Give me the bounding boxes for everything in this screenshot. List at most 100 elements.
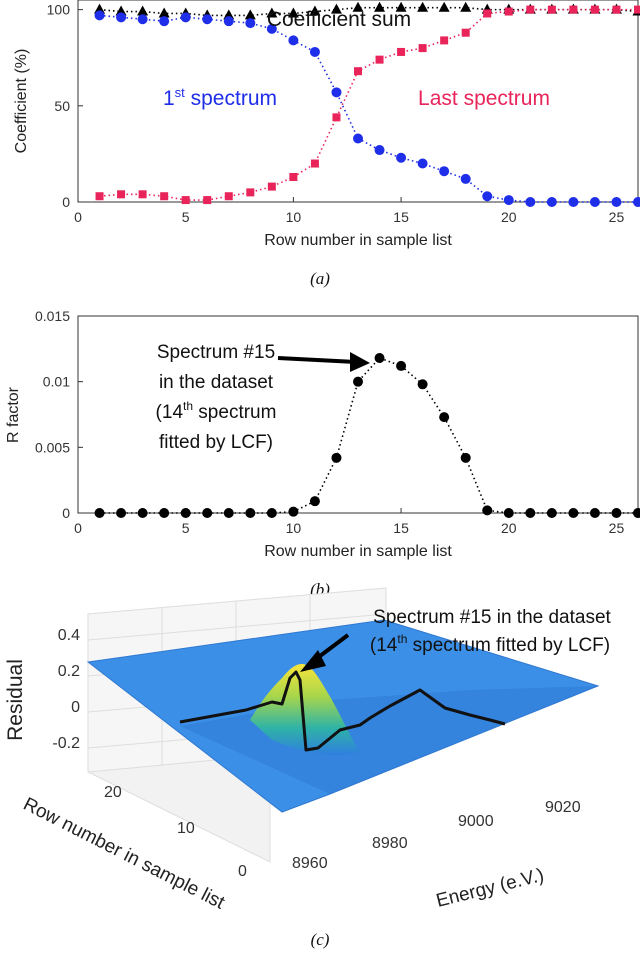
a-point-1st-spectrum	[245, 18, 256, 29]
panel-a-plot-area	[77, 0, 639, 203]
rowtick-1: 10	[177, 820, 195, 837]
a-ytick-label: 50	[54, 98, 70, 114]
b-point-r-factor	[396, 360, 407, 371]
a-point-1st-spectrum	[137, 14, 148, 25]
panel-c-zlabel: Residual	[4, 659, 27, 741]
panel-c-energy-label: Energy (e.V.)	[434, 865, 546, 912]
b-point-r-factor	[309, 496, 320, 507]
etick-0: 8960	[292, 855, 328, 872]
a-point-last-spectrum	[375, 55, 384, 64]
a-point-last-spectrum	[354, 67, 362, 76]
a-point-1st-spectrum	[353, 133, 363, 144]
a-xtick-label: 10	[286, 209, 302, 225]
a-xtick-label: 15	[393, 209, 409, 225]
first-sup: st	[175, 85, 186, 100]
a-point-coefficient-sum	[158, 7, 170, 18]
etick-3: 9020	[545, 799, 581, 816]
ztick-0: 0.4	[58, 627, 80, 644]
ztick-3: -0.2	[52, 735, 80, 752]
a-point-1st-spectrum	[439, 166, 450, 177]
a-point-1st-spectrum	[460, 173, 471, 184]
b-ytick-label: 0.01	[43, 374, 70, 390]
first-rest: spectrum	[185, 87, 277, 110]
a-point-last-spectrum	[418, 44, 427, 53]
a-point-last-spectrum	[310, 159, 319, 168]
b-ytick-label: 0.005	[35, 439, 70, 455]
b-series-line	[99, 357, 638, 514]
anno-line-1: Spectrum #15	[157, 342, 275, 363]
b-point-r-factor	[180, 508, 191, 518]
anno-line-4: fitted by LCF)	[159, 432, 273, 453]
panel-c-energy-ticks: 8960 8980 9000 9020	[292, 799, 581, 872]
panel-b-arrow	[277, 352, 370, 372]
a-point-last-spectrum	[246, 188, 255, 197]
a-point-1st-spectrum	[309, 46, 320, 57]
a-point-1st-spectrum	[94, 10, 105, 21]
a-point-1st-spectrum	[589, 197, 600, 207]
a-point-1st-spectrum	[266, 23, 277, 34]
panel-c-anno-line2: (14th spectrum fitted by LCF)	[370, 632, 610, 656]
residual-peak	[250, 664, 360, 756]
panel-c-anno-line1: Spectrum #15 in the dataset	[373, 607, 611, 628]
b-point-r-factor	[116, 508, 127, 518]
b-xtick-label: 0	[74, 520, 82, 536]
a-point-coefficient-sum	[94, 3, 106, 14]
b-point-r-factor	[546, 508, 557, 518]
panel-a-xlabel: Row number in sample list	[264, 232, 452, 249]
a-xtick-label: 0	[74, 209, 82, 225]
a-point-last-spectrum	[440, 36, 449, 45]
a-point-last-spectrum	[289, 172, 298, 181]
a-point-1st-spectrum	[288, 35, 299, 46]
panel-a-last-spectrum-label: Last spectrum	[418, 87, 550, 110]
a-point-1st-spectrum	[223, 16, 234, 27]
a-point-1st-spectrum	[180, 12, 191, 23]
a-xtick-label: 25	[609, 209, 625, 225]
b-point-r-factor	[94, 508, 105, 518]
a-point-1st-spectrum	[611, 197, 622, 207]
a-ytick-label: 0	[62, 194, 70, 210]
b-ytick-label: 0	[62, 505, 70, 521]
c-anno-2sup: th	[397, 632, 407, 646]
anno-line-3a: (14	[156, 402, 184, 423]
panel-b-xlabel: Row number in sample list	[264, 543, 452, 560]
panel-b-chart: 0 0.005 0.01 0.015 0 5 10 15 20 25 R factor Row …	[5, 308, 640, 599]
a-point-coefficient-sum	[417, 1, 429, 12]
a-xtick-label: 20	[501, 209, 517, 225]
a-point-1st-spectrum	[633, 197, 640, 207]
anno-line-2: in the dataset	[159, 372, 274, 393]
b-point-r-factor	[137, 508, 148, 518]
a-point-coefficient-sum	[374, 1, 386, 12]
anno-line-3b: spectrum	[193, 402, 276, 423]
panel-b-annotation: Spectrum #15 in the dataset (14th spectr…	[156, 342, 277, 453]
a-point-last-spectrum	[267, 182, 276, 191]
b-xtick-label: 20	[501, 520, 517, 536]
a-point-last-spectrum	[461, 28, 470, 37]
b-xtick-label: 15	[393, 520, 409, 536]
c-anno-2a: (14	[370, 635, 398, 656]
a-ytick-label: 100	[47, 2, 71, 18]
a-point-coefficient-sum	[330, 3, 342, 14]
panel-c-row-ticks: 20 10 0	[104, 784, 247, 880]
a-point-1st-spectrum	[374, 145, 385, 156]
b-point-r-factor	[439, 412, 450, 423]
a-point-1st-spectrum	[202, 14, 213, 25]
a-point-1st-spectrum	[525, 197, 536, 207]
a-point-last-spectrum	[526, 5, 535, 14]
a-point-coefficient-sum	[115, 5, 127, 16]
a-point-last-spectrum	[95, 192, 104, 201]
a-point-last-spectrum	[483, 9, 492, 18]
a-point-last-spectrum	[224, 192, 233, 201]
rowtick-2: 0	[238, 863, 247, 880]
a-point-coefficient-sum	[287, 7, 299, 18]
panel-c-surface-plot: 0.4 0.2 0 -0.2 Residual 20 10 0 Row numb…	[4, 587, 612, 949]
a-point-1st-spectrum	[116, 12, 127, 23]
a-point-coefficient-sum	[266, 7, 278, 18]
b-point-r-factor	[611, 508, 622, 518]
a-point-coefficient-sum	[460, 1, 472, 12]
a-point-last-spectrum	[547, 5, 556, 14]
a-point-last-spectrum	[117, 190, 126, 199]
b-xtick-label: 25	[609, 520, 625, 536]
ztick-1: 0.2	[58, 663, 80, 680]
b-point-r-factor	[417, 379, 428, 390]
